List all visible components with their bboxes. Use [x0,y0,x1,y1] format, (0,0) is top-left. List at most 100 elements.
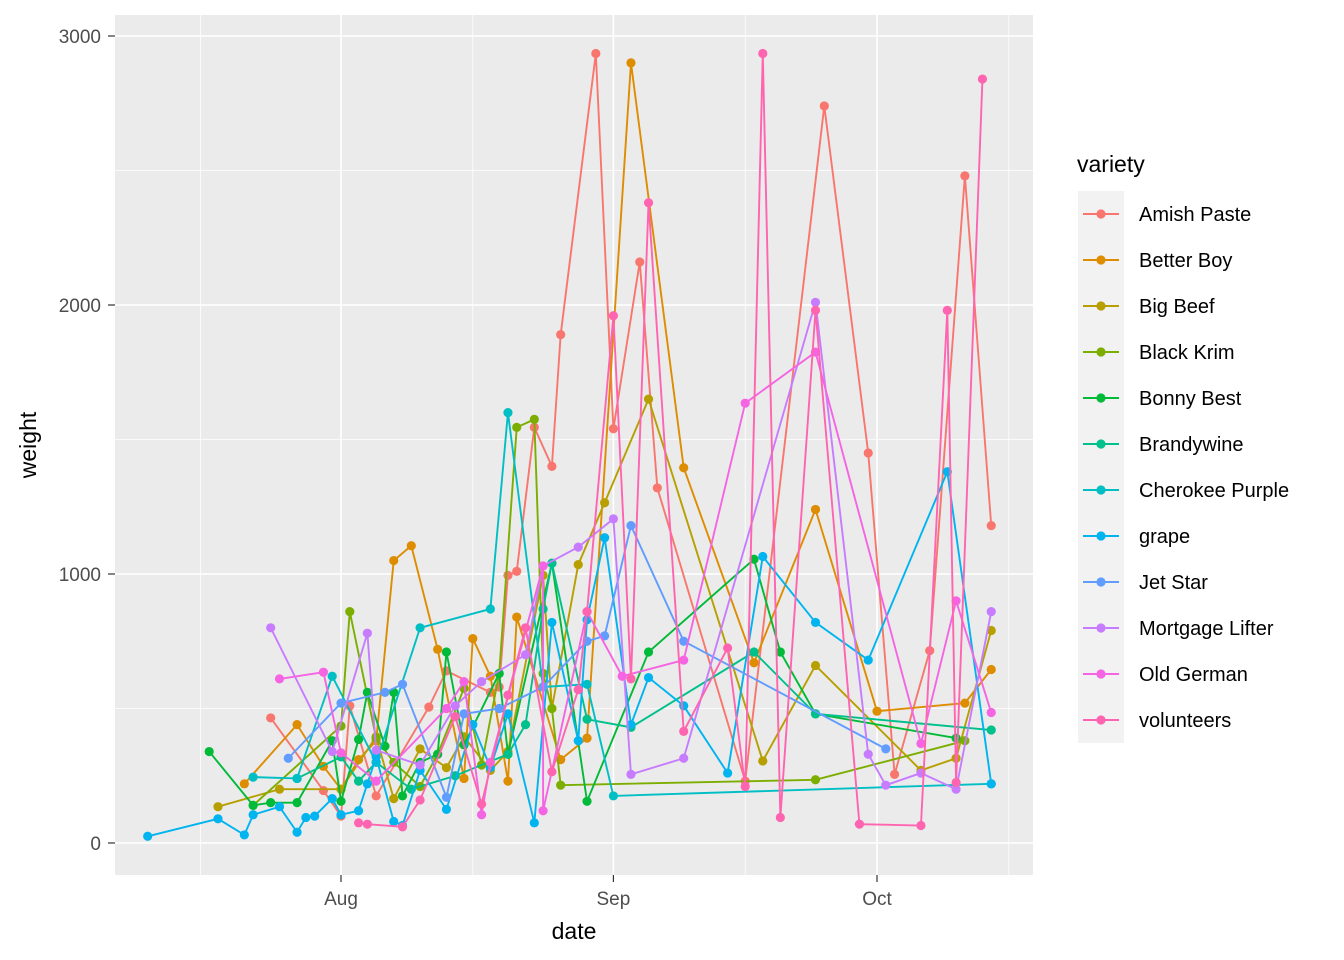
data-point-volunteers [854,819,865,829]
data-point-grape [301,812,311,823]
legend-label-big-beef: Big Beef [1139,296,1215,318]
data-point-old-german [476,810,487,820]
data-point-mortgage-lifter [266,623,276,633]
data-point-brandywine [353,776,364,786]
data-point-big-beef [441,763,452,773]
data-point-big-beef [274,784,285,794]
data-point-cherokee-purple [608,791,618,801]
data-point-old-german [740,398,750,408]
series-mortgage-lifter [266,297,996,794]
data-point-better-boy [512,612,522,622]
data-point-big-beef [600,498,610,508]
data-point-brandywine [582,714,592,724]
y-tick-label: 0 [90,834,101,855]
data-point-cherokee-purple [582,679,592,689]
data-point-amish-paste [889,769,900,780]
data-point-volunteers [397,822,408,832]
data-point-jet-star [336,698,346,708]
data-point-better-boy [986,664,996,675]
legend-key-point [1096,715,1106,725]
data-point-old-german [441,703,452,714]
data-point-grape [213,814,223,824]
data-point-volunteers [977,74,988,84]
data-point-better-boy [810,504,821,515]
data-point-grape [863,655,873,665]
data-point-amish-paste [986,520,996,531]
data-point-mortgage-lifter [476,677,487,687]
data-point-volunteers [503,690,513,700]
data-point-amish-paste [635,257,645,267]
plot-panel [115,15,1033,875]
data-point-bonny-best [582,796,592,806]
data-point-volunteers [951,777,961,788]
legend-label-grape: grape [1139,526,1190,548]
data-point-bonny-best [749,554,759,564]
data-point-jet-star [494,703,504,714]
data-point-amish-paste [512,566,522,576]
data-point-mortgage-lifter [986,607,996,617]
data-point-old-german [318,667,329,677]
data-point-grape [643,672,654,683]
data-point-volunteers [353,818,364,828]
data-point-grape [292,827,302,837]
data-point-mortgage-lifter [327,746,337,757]
data-point-old-german [371,776,381,786]
legend-label-old-german: Old German [1139,664,1248,686]
data-point-bonny-best [441,647,452,657]
y-axis-title: weight [15,411,41,479]
series-layer [143,48,996,841]
data-point-amish-paste [960,171,970,181]
data-point-mortgage-lifter [371,745,381,755]
data-point-big-beef [643,394,654,404]
data-point-grape [573,736,583,746]
legend-key-point [1096,393,1106,403]
x-tick-label: Sep [596,889,630,910]
data-point-old-german [986,707,996,718]
data-point-amish-paste [591,48,601,59]
data-point-mortgage-lifter [951,784,961,794]
data-point-bonny-best [353,734,364,745]
y-tick-label: 2000 [59,296,101,317]
data-point-jet-star [626,520,636,531]
data-point-jet-star [283,753,293,763]
data-point-jet-star [459,709,469,719]
legend: variety Amish Paste Better Boy Big Beef Bla… [1077,151,1289,743]
data-point-grape [327,794,337,804]
data-point-grape [986,779,996,789]
data-point-volunteers [415,795,425,805]
data-point-bonny-best [336,796,346,806]
data-point-better-boy [503,776,513,786]
data-point-jet-star [881,744,891,754]
data-point-better-boy [406,541,416,551]
data-point-old-german [951,596,961,606]
data-point-better-boy [433,644,443,654]
legend-label-mortgage-lifter: Mortgage Lifter [1139,618,1274,640]
data-point-big-beef [415,744,425,754]
data-point-cherokee-purple [248,772,258,782]
gridlines [115,15,1033,875]
data-point-mortgage-lifter [450,701,460,711]
data-point-better-boy [626,58,636,68]
data-point-old-german [459,677,469,687]
data-point-grape [143,831,153,841]
data-point-old-german [336,748,346,758]
data-point-volunteers [573,685,583,695]
data-point-grape [310,811,320,821]
data-point-volunteers [476,799,487,809]
data-point-black-krim [547,703,557,714]
y-tick-label: 1000 [59,565,101,586]
data-point-amish-paste [547,461,557,471]
data-point-grape [389,816,399,827]
legend-key-point [1096,209,1106,219]
data-point-bonny-best [204,746,214,757]
data-point-better-boy [679,463,689,473]
data-point-mortgage-lifter [881,780,891,790]
data-point-amish-paste [819,101,829,111]
data-point-bonny-best [266,798,276,808]
series-line-grape [147,468,993,838]
data-point-amish-paste [863,448,873,458]
data-point-amish-paste [503,570,513,580]
data-point-amish-paste [266,713,276,723]
data-point-mortgage-lifter [810,297,821,307]
data-point-better-boy [582,733,592,743]
